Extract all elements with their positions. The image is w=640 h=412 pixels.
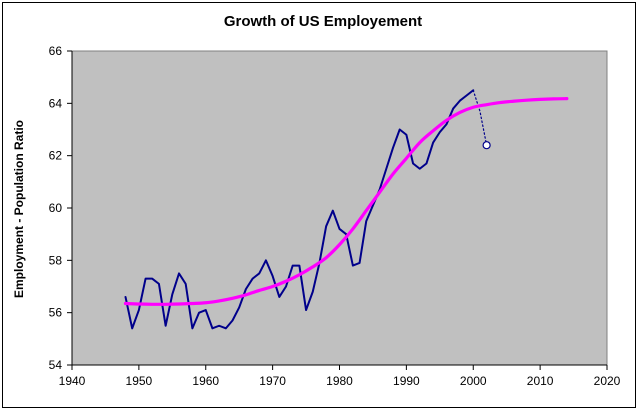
x-tick-label: 1950 [126, 374, 153, 388]
chart-title: Growth of US Employement [224, 13, 422, 30]
x-tick-label: 1940 [59, 374, 86, 388]
plot-area [71, 50, 608, 366]
y-tick-label: 60 [49, 201, 63, 215]
series-group [123, 89, 569, 330]
y-tick-label: 66 [49, 44, 63, 58]
x-tick-label: 1970 [259, 374, 286, 388]
y-tick-label: 54 [49, 358, 63, 372]
employment-ratio-line [124, 89, 475, 330]
x-tick-label: 2000 [460, 374, 487, 388]
data-point-marker [482, 141, 491, 150]
chart-frame: Growth of US Employement Employment - Po… [2, 2, 636, 408]
y-tick-label: 58 [49, 253, 63, 267]
projection-line [472, 89, 488, 146]
x-tick-label: 1960 [192, 374, 219, 388]
x-tick-label: 1980 [326, 374, 353, 388]
x-tick-label: 2010 [527, 374, 554, 388]
y-tick-label: 64 [49, 96, 63, 110]
trend-curve [123, 97, 569, 306]
y-tick-label: 62 [49, 149, 63, 163]
x-tick-label: 1990 [393, 374, 420, 388]
chart-svg: Growth of US Employement Employment - Po… [12, 13, 621, 388]
y-axis-label: Employment - Population Ratio [12, 120, 26, 298]
x-tick-label: 2020 [594, 374, 621, 388]
y-tick-label: 56 [49, 306, 63, 320]
axes: 1940 1950 1960 1970 1980 1990 2000 2010 2020 54 56… [49, 44, 621, 388]
